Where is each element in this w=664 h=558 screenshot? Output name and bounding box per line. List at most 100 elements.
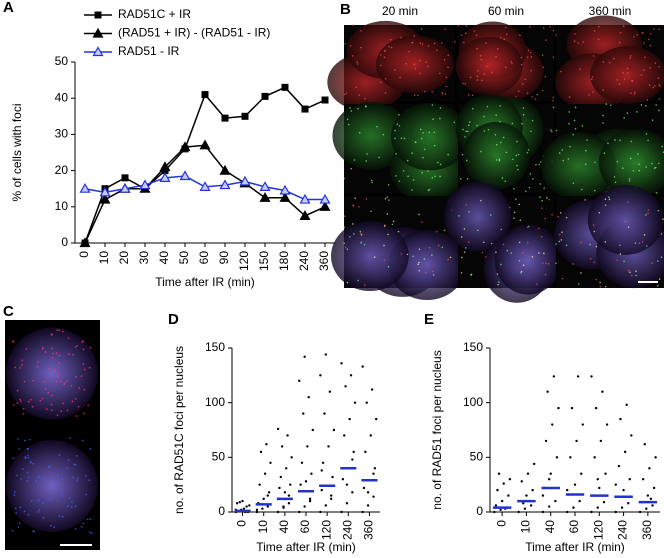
point bbox=[649, 497, 653, 501]
focus bbox=[356, 63, 359, 65]
marker bbox=[259, 192, 271, 202]
x-tick-label: 0 bbox=[235, 520, 249, 527]
focus bbox=[558, 152, 561, 154]
focus bbox=[500, 263, 502, 266]
focus bbox=[20, 477, 23, 480]
focus bbox=[411, 41, 414, 44]
point bbox=[493, 510, 496, 514]
point bbox=[304, 480, 308, 483]
focus bbox=[27, 513, 30, 516]
focus bbox=[531, 96, 533, 98]
focus bbox=[519, 219, 522, 222]
point bbox=[374, 417, 378, 421]
focus bbox=[447, 258, 449, 261]
focus bbox=[21, 363, 23, 366]
focus bbox=[544, 273, 547, 276]
focus bbox=[53, 369, 56, 372]
focus bbox=[582, 41, 584, 43]
point bbox=[638, 510, 642, 514]
focus bbox=[605, 103, 608, 105]
point bbox=[648, 467, 651, 470]
point bbox=[345, 483, 349, 486]
focus bbox=[343, 226, 346, 229]
focus bbox=[431, 104, 434, 106]
focus bbox=[651, 262, 653, 264]
focus bbox=[463, 228, 466, 230]
axis-label: no. of RAD51 foci per nucleus bbox=[430, 350, 444, 509]
point bbox=[566, 510, 569, 514]
focus bbox=[552, 56, 555, 58]
focus bbox=[522, 264, 525, 266]
focus bbox=[359, 230, 362, 233]
focus bbox=[80, 375, 83, 378]
focus bbox=[526, 56, 529, 58]
axis-label: Time after IR (min) bbox=[256, 540, 356, 554]
panel-label: A bbox=[3, 0, 14, 16]
legend-label: (RAD51 + IR) - (RAD51 - IR) bbox=[118, 26, 270, 40]
point bbox=[366, 491, 370, 494]
focus bbox=[39, 399, 42, 402]
focus bbox=[57, 474, 59, 477]
focus bbox=[541, 207, 543, 209]
focus bbox=[510, 60, 513, 63]
focus bbox=[545, 262, 547, 265]
focus bbox=[649, 67, 651, 69]
focus bbox=[537, 227, 540, 230]
focus bbox=[465, 24, 467, 27]
focus bbox=[413, 35, 415, 37]
focus bbox=[378, 156, 380, 159]
focus bbox=[658, 278, 661, 280]
focus bbox=[467, 130, 469, 133]
focus bbox=[449, 256, 452, 259]
point bbox=[320, 469, 323, 472]
focus bbox=[357, 107, 359, 110]
focus bbox=[38, 475, 41, 478]
focus bbox=[471, 94, 474, 97]
focus bbox=[428, 246, 431, 249]
marker bbox=[299, 210, 311, 220]
focus bbox=[530, 56, 533, 58]
focus bbox=[52, 352, 55, 355]
focus bbox=[63, 383, 65, 386]
marker bbox=[92, 46, 104, 57]
point bbox=[248, 504, 251, 507]
focus bbox=[594, 161, 596, 164]
focus bbox=[555, 262, 557, 265]
focus bbox=[58, 329, 61, 332]
focus bbox=[428, 131, 431, 134]
focus bbox=[476, 47, 478, 50]
focus bbox=[87, 404, 90, 407]
focus bbox=[61, 478, 64, 480]
focus bbox=[83, 412, 85, 415]
focus bbox=[629, 55, 632, 57]
point bbox=[596, 506, 599, 509]
focus bbox=[642, 69, 645, 71]
focus bbox=[363, 243, 366, 246]
focus bbox=[592, 55, 595, 57]
point bbox=[238, 500, 242, 504]
focus bbox=[558, 233, 561, 236]
focus bbox=[29, 398, 32, 401]
focus bbox=[370, 179, 373, 182]
focus bbox=[513, 211, 516, 214]
y-tick-label: 50 bbox=[470, 450, 484, 464]
point bbox=[332, 428, 336, 432]
nucleus bbox=[391, 102, 469, 171]
point bbox=[276, 427, 280, 431]
point bbox=[319, 510, 322, 514]
focus bbox=[74, 398, 77, 400]
marker bbox=[279, 184, 291, 195]
focus bbox=[363, 284, 366, 286]
focus bbox=[567, 158, 570, 160]
point bbox=[328, 390, 332, 393]
focus bbox=[60, 410, 63, 413]
focus bbox=[489, 214, 492, 216]
focus bbox=[526, 92, 529, 95]
focus bbox=[497, 283, 499, 286]
focus bbox=[41, 347, 44, 349]
focus bbox=[366, 153, 368, 155]
marker bbox=[94, 11, 102, 19]
focus bbox=[384, 92, 387, 94]
focus bbox=[505, 26, 507, 29]
focus bbox=[500, 228, 503, 231]
